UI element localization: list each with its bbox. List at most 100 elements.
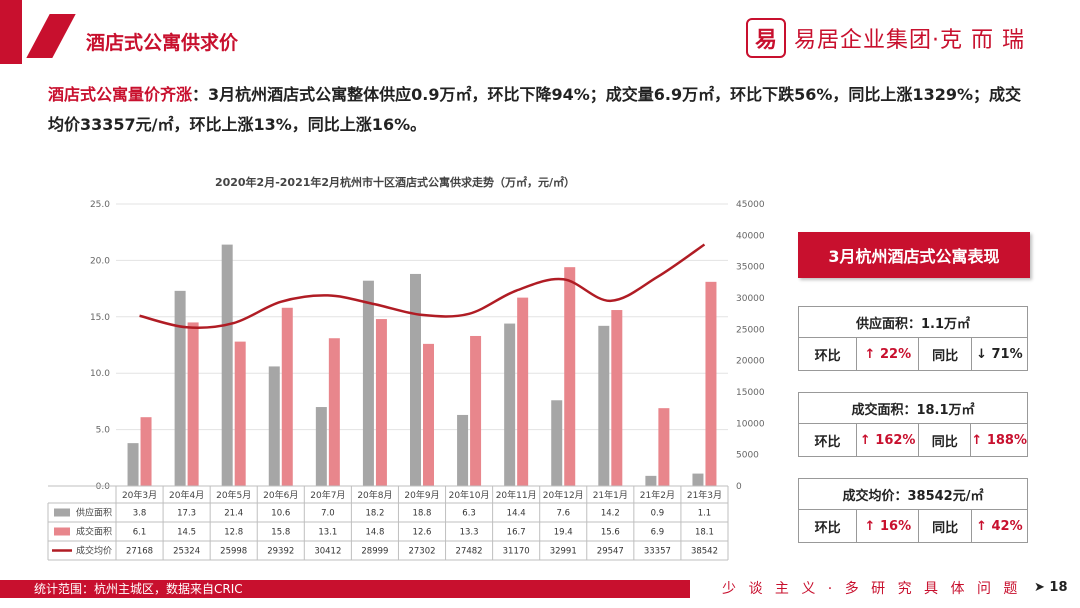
table-value: 27168 xyxy=(126,547,153,557)
price-line xyxy=(139,243,706,330)
header-accent-slant xyxy=(26,14,76,58)
left-tick-label: 0.0 xyxy=(96,482,111,492)
table-value: 29392 xyxy=(267,547,294,557)
category-label: 20年6月 xyxy=(263,489,298,501)
table-value: 17.3 xyxy=(177,509,196,519)
yoy-label: 同比 xyxy=(919,424,972,456)
table-value: 28999 xyxy=(361,547,388,557)
panel-banner: 3月杭州酒店式公寓表现 xyxy=(798,232,1030,278)
left-tick-label: 25.0 xyxy=(90,200,110,210)
table-value: 7.6 xyxy=(556,509,570,519)
supply-bar xyxy=(221,244,233,486)
deal-bar xyxy=(187,322,199,486)
yoy-value: ↑ 188% xyxy=(971,424,1027,456)
supply-bar xyxy=(692,473,704,486)
deal-bar xyxy=(470,335,482,486)
mom-percent: 16% xyxy=(879,518,912,534)
table-value: 25998 xyxy=(220,547,247,557)
summary-body: ：3月杭州酒店式公寓整体供应0.9万㎡，环比下降94%；成交量6.9万㎡，环比下… xyxy=(48,85,1021,134)
mom-percent: 22% xyxy=(879,346,912,362)
right-tick-label: 25000 xyxy=(736,325,765,335)
table-value: 27302 xyxy=(408,547,435,557)
supply-bar xyxy=(598,325,610,486)
kpi-row: 环比 ↑ 22% 同比 ↓ 71% xyxy=(799,338,1027,370)
deal-bar xyxy=(375,319,387,486)
legend-label: 成交面积 xyxy=(76,526,112,538)
mom-value: ↑ 162% xyxy=(857,424,920,456)
category-label: 21年3月 xyxy=(687,489,722,501)
left-tick-label: 15.0 xyxy=(90,313,110,323)
table-value: 31170 xyxy=(503,547,530,557)
table-value: 16.7 xyxy=(507,528,526,538)
logo-seal-icon: 易 xyxy=(746,18,786,58)
category-label: 20年3月 xyxy=(122,489,157,501)
table-value: 15.6 xyxy=(601,528,620,538)
category-label: 20年10月 xyxy=(449,489,490,501)
right-tick-label: 5000 xyxy=(736,451,759,461)
table-value: 14.5 xyxy=(177,528,196,538)
supply-bar xyxy=(645,475,657,486)
mom-value: ↑ 16% xyxy=(857,510,920,542)
category-label: 20年5月 xyxy=(216,489,251,501)
yoy-value: ↑ 42% xyxy=(972,510,1027,542)
kpi-row: 环比 ↑ 16% 同比 ↑ 42% xyxy=(799,510,1027,542)
supply-demand-chart: 2020年2月-2021年2月杭州市十区酒店式公寓供求走势（万㎡，元/㎡） 0.… xyxy=(47,175,765,561)
right-tick-label: 20000 xyxy=(736,357,765,367)
deal-bar xyxy=(658,408,670,486)
table-value: 29547 xyxy=(597,547,624,557)
kpi-heading: 成交面积：18.1万㎡ xyxy=(799,393,1027,424)
yoy-percent: 188% xyxy=(986,432,1028,448)
supply-bar xyxy=(457,414,469,486)
company-logo: 易 易居企业集团·克 而 瑞 xyxy=(746,18,1025,58)
deal-bar xyxy=(328,338,340,486)
category-label: 21年1月 xyxy=(593,489,628,501)
supply-bar xyxy=(315,407,327,486)
table-value: 18.1 xyxy=(695,528,714,538)
category-label: 21年2月 xyxy=(640,489,675,501)
category-label: 20年9月 xyxy=(404,489,439,501)
deal-bar xyxy=(517,297,529,486)
table-value: 13.1 xyxy=(318,528,337,538)
legend-label: 成交均价 xyxy=(76,545,112,557)
table-value: 13.3 xyxy=(460,528,479,538)
table-value: 15.8 xyxy=(271,528,290,538)
supply-bar xyxy=(174,290,186,486)
deal-bar xyxy=(423,343,434,486)
footer-source-note: 统计范围：杭州主城区，数据来自CRIC xyxy=(34,582,243,596)
mom-value: ↑ 22% xyxy=(857,338,920,370)
page-title: 酒店式公寓供求价 xyxy=(86,32,239,54)
left-axis: 0.0 5.0 10.0 15.0 20.0 25.0 xyxy=(90,200,110,492)
chart-title: 2020年2月-2021年2月杭州市十区酒店式公寓供求走势（万㎡，元/㎡） xyxy=(215,175,575,189)
kpi-heading: 供应面积：1.1万㎡ xyxy=(799,307,1027,338)
legend-swatch xyxy=(54,508,70,517)
summary-paragraph: 酒店式公寓量价齐涨：3月杭州酒店式公寓整体供应0.9万㎡，环比下降94%；成交量… xyxy=(48,80,1028,140)
right-tick-label: 40000 xyxy=(736,231,765,241)
yoy-label: 同比 xyxy=(919,510,972,542)
deal-bar xyxy=(705,281,717,486)
table-value: 12.6 xyxy=(413,528,432,538)
supply-bar xyxy=(362,280,374,486)
chart-bars xyxy=(127,244,717,486)
arrow-down-icon: ↓ xyxy=(976,346,987,362)
arrow-up-icon: ↑ xyxy=(864,518,876,534)
category-label: 20年7月 xyxy=(310,489,345,501)
table-value: 6.1 xyxy=(133,528,147,538)
right-tick-label: 35000 xyxy=(736,263,765,273)
arrow-up-icon: ↑ xyxy=(864,346,876,362)
page-number: ➤ 18 xyxy=(1034,580,1068,595)
kpi-heading: 成交均价：38542元/㎡ xyxy=(799,479,1027,510)
price-line-group xyxy=(139,243,706,330)
deal-bar xyxy=(564,267,576,486)
left-tick-label: 10.0 xyxy=(90,369,110,379)
mom-label: 环比 xyxy=(799,424,858,456)
deal-bar xyxy=(611,310,623,486)
category-label: 20年11月 xyxy=(496,489,537,501)
kpi-box-avg-price: 成交均价：38542元/㎡ 环比 ↑ 16% 同比 ↑ 42% xyxy=(798,478,1028,543)
mom-label: 环比 xyxy=(799,510,858,542)
yoy-value: ↓ 71% xyxy=(972,338,1027,370)
table-value: 12.8 xyxy=(224,528,243,538)
table-value: 19.4 xyxy=(554,528,573,538)
deal-bar xyxy=(281,307,293,486)
kpi-row: 环比 ↑ 162% 同比 ↑ 188% xyxy=(799,424,1027,456)
table-value: 21.4 xyxy=(224,509,243,519)
